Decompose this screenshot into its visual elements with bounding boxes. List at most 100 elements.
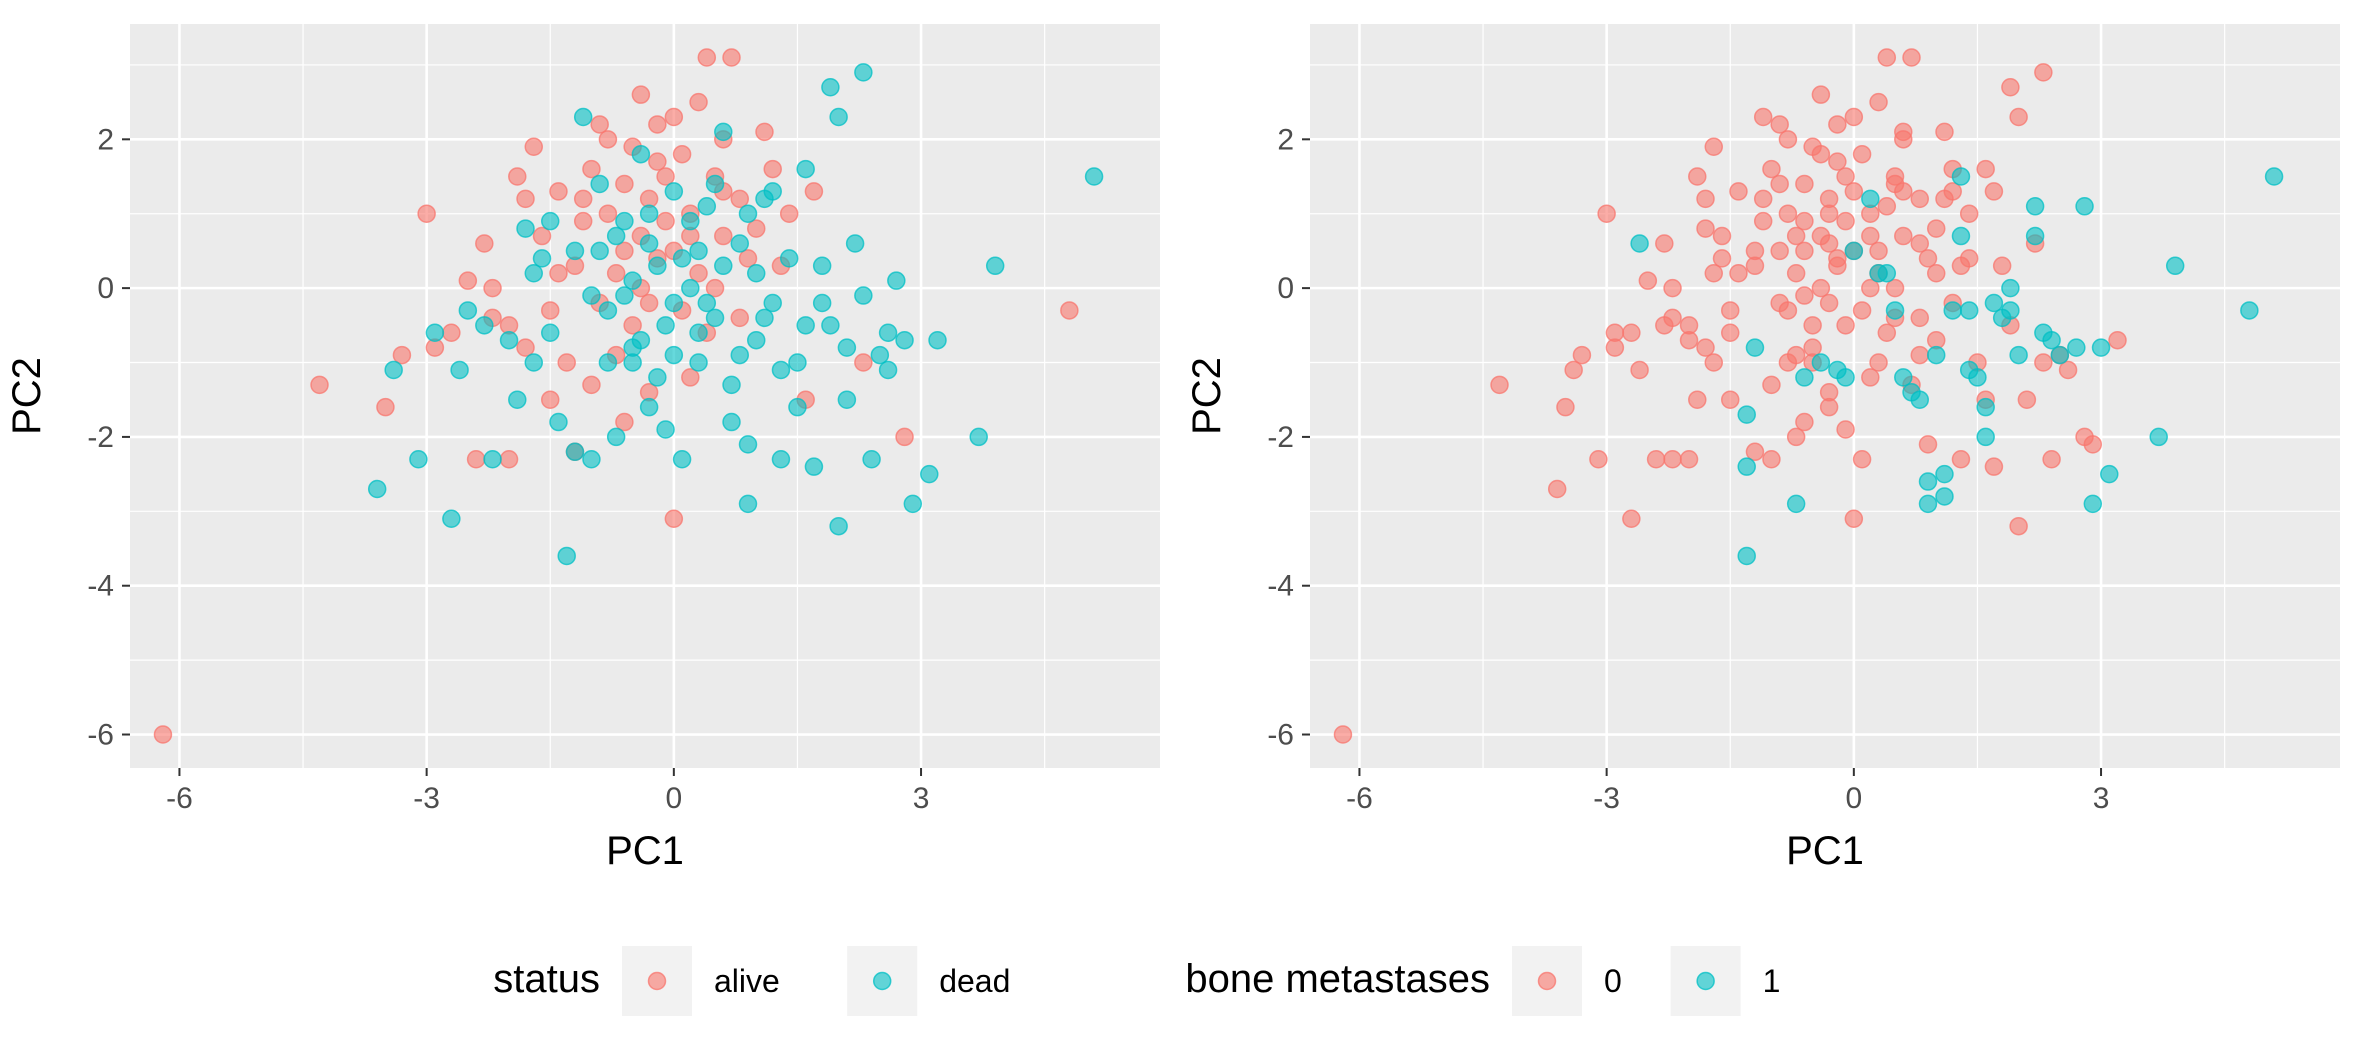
series-1	[1630, 167, 2284, 566]
data-point	[648, 152, 667, 171]
data-point	[656, 211, 675, 231]
data-point	[730, 189, 750, 209]
y-tick-label: -6	[1267, 719, 1294, 752]
data-point	[1556, 397, 1575, 417]
data-point	[573, 189, 593, 209]
data-point	[1836, 316, 1855, 335]
data-point	[1795, 174, 1814, 194]
data-point	[1976, 159, 1995, 179]
data-point	[2165, 256, 2185, 276]
data-point	[516, 219, 535, 238]
data-point	[755, 122, 774, 142]
data-point	[738, 249, 758, 268]
data-point	[1770, 241, 1789, 261]
data-point	[606, 263, 626, 283]
data-point	[2025, 197, 2045, 216]
data-point	[1638, 271, 1658, 290]
series-1	[367, 63, 1104, 566]
data-point	[730, 308, 750, 328]
data-point	[540, 323, 560, 343]
data-point	[1786, 494, 1806, 514]
x-tick-label: 0	[665, 782, 682, 815]
data-point	[870, 345, 890, 365]
data-point	[631, 85, 651, 104]
data-point	[524, 137, 544, 157]
data-point	[417, 204, 436, 223]
data-point	[1984, 293, 2004, 313]
data-point	[1819, 383, 1839, 402]
data-point	[1861, 226, 1880, 246]
data-point	[1861, 368, 1880, 387]
data-point	[565, 241, 585, 261]
data-point	[1902, 48, 1921, 67]
data-point	[887, 271, 906, 290]
data-point	[1786, 427, 1806, 447]
y-axis-title: PC2	[1185, 357, 1229, 435]
data-point	[1737, 405, 1756, 424]
right-panel: -6 -3 0 3 -6 -4 -2 0 2 PC1 PC2 bone metastases 0 1	[1185, 24, 2340, 1016]
data-point	[1663, 449, 1682, 469]
data-point	[1729, 263, 1748, 283]
data-point	[895, 330, 914, 350]
data-point	[1910, 390, 1930, 409]
data-point	[508, 390, 527, 409]
data-point	[1737, 457, 1756, 476]
data-point	[845, 234, 865, 253]
data-point	[1852, 449, 1872, 469]
legend-title: status	[493, 957, 600, 1001]
data-point	[508, 167, 527, 186]
data-point	[1622, 509, 1641, 529]
data-point	[1959, 204, 1979, 223]
data-point	[1869, 92, 1888, 112]
data-point	[895, 427, 914, 447]
data-point	[532, 226, 552, 246]
data-point	[672, 249, 692, 268]
data-point	[1688, 167, 1707, 186]
data-point	[1935, 464, 1954, 484]
data-point	[1778, 130, 1798, 149]
data-point	[648, 368, 667, 387]
data-point	[2067, 338, 2086, 357]
data-point	[2083, 435, 2103, 454]
x-tick-label: -3	[413, 782, 440, 815]
x-axis-title: PC1	[606, 829, 684, 873]
data-point	[1819, 293, 1839, 313]
data-point	[1605, 338, 1625, 357]
data-point	[722, 375, 741, 395]
legend-marker	[647, 971, 667, 991]
data-point	[1811, 353, 1831, 372]
data-point	[812, 293, 832, 313]
data-point	[1753, 107, 1773, 127]
data-point	[746, 263, 766, 283]
data-point	[689, 263, 708, 283]
data-point	[1811, 278, 1831, 298]
data-point	[1084, 167, 1104, 186]
data-point	[2108, 330, 2127, 350]
legend-marker	[1537, 971, 1557, 991]
data-point	[1894, 368, 1913, 387]
data-point	[689, 92, 708, 112]
axis-ticks: -6 -3 0 3 -6 -4 -2 0 2	[1267, 123, 2109, 815]
data-point	[1959, 301, 1979, 320]
data-point	[730, 234, 750, 253]
data-point	[1885, 174, 1905, 194]
data-point	[1894, 130, 1913, 149]
data-point	[615, 241, 634, 261]
data-point	[1704, 353, 1724, 372]
data-point	[458, 271, 478, 290]
x-tick-label: 3	[913, 782, 930, 815]
y-axis-title: PC2	[5, 357, 49, 435]
series-0	[153, 48, 1079, 744]
data-point	[1770, 115, 1789, 134]
data-point	[1984, 182, 2004, 201]
data-point	[2042, 449, 2061, 469]
data-point	[540, 301, 560, 320]
data-point	[796, 159, 815, 179]
data-point	[1869, 353, 1888, 372]
data-point	[2042, 330, 2061, 350]
data-point	[648, 256, 667, 276]
data-point	[1836, 420, 1855, 439]
data-point	[928, 330, 947, 350]
data-point	[1655, 234, 1674, 253]
